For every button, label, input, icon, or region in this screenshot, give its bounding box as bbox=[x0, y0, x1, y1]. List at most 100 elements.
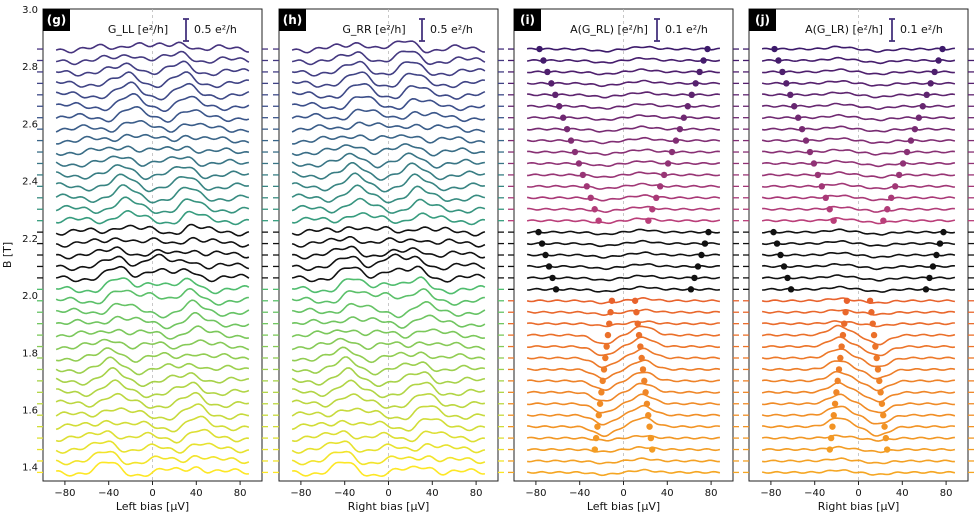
trace bbox=[56, 133, 250, 145]
trace bbox=[55, 277, 250, 295]
trace bbox=[292, 134, 486, 145]
zero-crossing-dot bbox=[822, 194, 829, 201]
trace bbox=[55, 173, 250, 193]
zero-crossing-dot bbox=[818, 183, 826, 190]
zero-crossing-dot bbox=[664, 160, 672, 167]
scale-bar-label: 0.1 e²/h bbox=[900, 23, 943, 36]
trace bbox=[762, 228, 956, 236]
zero-crossing-dot bbox=[838, 343, 845, 350]
trace bbox=[56, 246, 250, 260]
trace bbox=[762, 68, 955, 76]
trace bbox=[761, 182, 955, 190]
zero-crossing-dot bbox=[773, 240, 781, 247]
trace bbox=[55, 366, 250, 388]
trace bbox=[55, 347, 250, 363]
y-tick-label: 1.8 bbox=[22, 348, 38, 359]
y-tick-label: 3.0 bbox=[22, 5, 38, 16]
zero-crossing-dot bbox=[571, 148, 579, 156]
x-axis-label: Left bias [μV] bbox=[116, 500, 189, 513]
zero-crossing-dot bbox=[895, 171, 903, 179]
zero-crossing-dot bbox=[596, 400, 604, 407]
trace bbox=[55, 403, 250, 421]
zero-crossing-dot bbox=[587, 194, 594, 201]
trace bbox=[762, 417, 956, 437]
trace bbox=[526, 457, 720, 465]
trace bbox=[526, 404, 721, 426]
zero-crossing-dot bbox=[635, 331, 643, 339]
x-tick-label: 80 bbox=[470, 488, 483, 499]
zero-crossing-dot bbox=[826, 206, 833, 213]
trace bbox=[526, 308, 721, 317]
x-tick-label: −80 bbox=[54, 488, 75, 499]
trace bbox=[761, 434, 956, 442]
trace bbox=[761, 360, 956, 380]
zero-crossing-dot bbox=[535, 228, 542, 236]
trace bbox=[761, 80, 956, 87]
x-tick-label: −80 bbox=[290, 488, 311, 499]
zero-crossing-dot bbox=[604, 331, 612, 339]
trace bbox=[527, 68, 720, 76]
x-tick-label: 40 bbox=[896, 488, 909, 499]
trace bbox=[761, 113, 956, 122]
trace bbox=[291, 288, 485, 306]
panel-label-box bbox=[279, 9, 306, 31]
trace bbox=[291, 367, 486, 388]
trace bbox=[762, 91, 956, 99]
trace bbox=[291, 95, 486, 112]
trace bbox=[761, 56, 956, 65]
zero-crossing-dot bbox=[903, 148, 911, 156]
y-tick-label: 2.8 bbox=[22, 62, 38, 73]
trace bbox=[527, 336, 720, 357]
trace bbox=[55, 106, 250, 123]
trace bbox=[527, 393, 720, 414]
zero-crossing-dot bbox=[933, 251, 940, 259]
zero-crossing-dot bbox=[638, 354, 645, 362]
trace bbox=[527, 416, 721, 438]
trace bbox=[526, 239, 721, 248]
panel-label: (h) bbox=[283, 13, 303, 27]
zero-crossing-dot bbox=[688, 91, 695, 99]
zero-crossing-dot bbox=[880, 412, 887, 419]
trace bbox=[526, 45, 720, 53]
zero-crossing-dot bbox=[830, 412, 837, 419]
trace bbox=[291, 162, 486, 181]
zero-crossing-dot bbox=[826, 446, 834, 453]
trace bbox=[761, 324, 956, 346]
zero-crossing-dot bbox=[592, 434, 600, 442]
zero-crossing-dot bbox=[542, 251, 549, 259]
trace bbox=[527, 91, 721, 99]
zero-crossing-dot bbox=[641, 377, 648, 385]
zero-crossing-dot bbox=[607, 309, 614, 316]
trace bbox=[291, 346, 486, 364]
scale-bar-label: 0.1 e²/h bbox=[665, 23, 708, 36]
trace bbox=[55, 120, 250, 133]
trace bbox=[55, 391, 250, 409]
panel-label: (j) bbox=[755, 13, 770, 27]
zero-crossing-dot bbox=[606, 320, 613, 327]
zero-crossing-dot bbox=[926, 274, 933, 282]
zero-crossing-dot bbox=[540, 57, 547, 64]
trace bbox=[55, 325, 250, 340]
zero-crossing-dot bbox=[874, 366, 882, 373]
trace bbox=[761, 102, 956, 110]
zero-crossing-dot bbox=[579, 171, 587, 179]
trace bbox=[291, 300, 486, 319]
trace bbox=[55, 145, 250, 156]
trace bbox=[55, 299, 250, 319]
zero-crossing-dot bbox=[873, 354, 880, 362]
x-tick-label: 80 bbox=[234, 488, 247, 499]
zero-crossing-dot bbox=[559, 114, 567, 121]
x-axis-label: Right bias [μV] bbox=[348, 500, 430, 513]
trace bbox=[291, 108, 486, 123]
zero-crossing-dot bbox=[563, 125, 571, 133]
trace bbox=[291, 50, 486, 66]
trace bbox=[291, 212, 486, 226]
zero-crossing-dot bbox=[883, 446, 891, 453]
trace bbox=[291, 314, 486, 329]
trace bbox=[55, 428, 249, 444]
trace bbox=[291, 60, 486, 77]
trace bbox=[761, 137, 956, 144]
zero-crossing-dot bbox=[633, 309, 640, 316]
zero-crossing-dot bbox=[634, 320, 641, 327]
y-axis-label: B [T] bbox=[1, 242, 14, 268]
